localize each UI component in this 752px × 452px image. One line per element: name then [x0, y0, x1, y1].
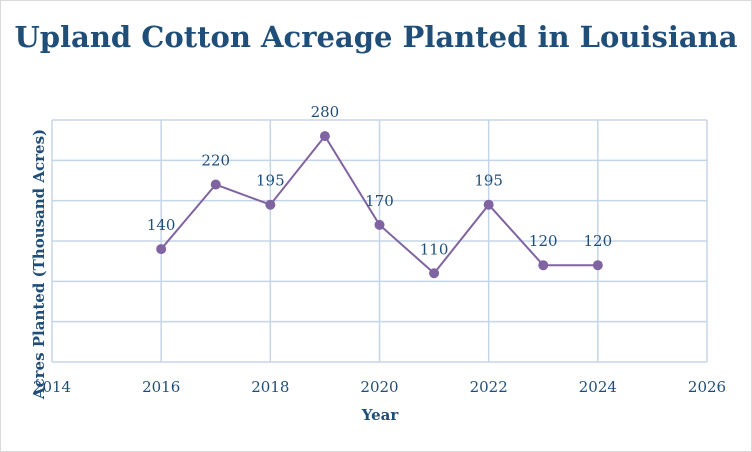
- y-axis-title: Acres Planted (Thousand Acres): [30, 129, 48, 400]
- data-point: [319, 131, 330, 142]
- data-point: [210, 179, 221, 190]
- data-label: 280: [311, 103, 340, 121]
- data-label: 140: [147, 216, 176, 234]
- data-point: [429, 268, 440, 279]
- data-point: [483, 199, 494, 210]
- data-point: [592, 260, 603, 271]
- data-label: 120: [584, 232, 613, 250]
- x-axis-ticks: 2014 2016 2018 2020 2022 2024 2026: [33, 378, 726, 396]
- data-label: 195: [474, 172, 503, 190]
- chart-title: Upland Cotton Acreage Planted in Louisia…: [14, 20, 738, 54]
- data-points: [156, 131, 603, 279]
- x-tick-label: 2022: [470, 378, 508, 396]
- x-tick-label: 2024: [579, 378, 617, 396]
- data-point: [265, 199, 276, 210]
- x-tick-label: 2014: [33, 378, 71, 396]
- data-point: [538, 260, 549, 271]
- x-axis-title: Year: [361, 406, 400, 424]
- x-tick-label: 2018: [251, 378, 289, 396]
- x-tick-label: 2016: [142, 378, 180, 396]
- data-label: 220: [201, 152, 230, 170]
- grid: [51, 119, 708, 363]
- data-point: [156, 244, 167, 255]
- data-label: 110: [420, 240, 449, 258]
- x-tick-label: 2020: [360, 378, 398, 396]
- data-labels: 140 220 195 280 170 110 195 120 120: [147, 103, 612, 258]
- data-label: 195: [256, 172, 285, 190]
- x-tick-label: 2026: [688, 378, 726, 396]
- data-point: [374, 219, 385, 230]
- data-label: 120: [529, 232, 558, 250]
- data-label: 170: [365, 192, 394, 210]
